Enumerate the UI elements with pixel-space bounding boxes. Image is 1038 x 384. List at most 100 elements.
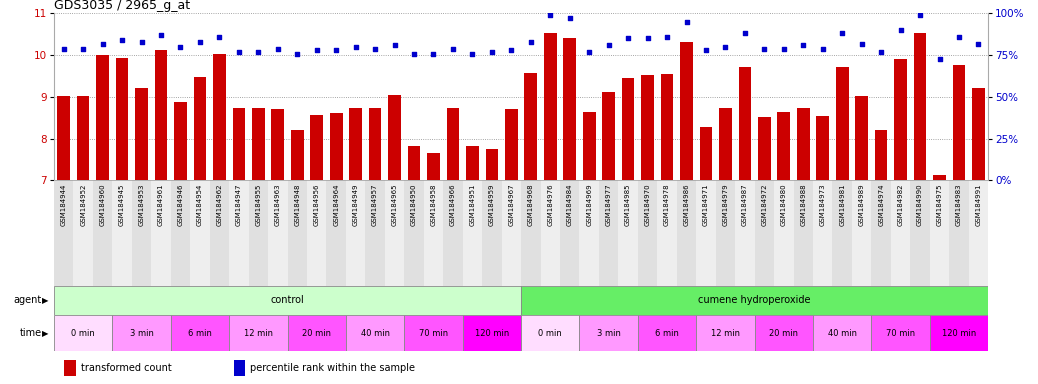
- Text: 12 min: 12 min: [244, 329, 273, 338]
- Bar: [506, 109, 518, 180]
- Point: [444, 45, 461, 51]
- Bar: [57, 96, 70, 180]
- Text: GSM184957: GSM184957: [372, 184, 378, 226]
- Text: GSM184963: GSM184963: [275, 184, 281, 226]
- Bar: [564, 38, 576, 180]
- Text: cumene hydroperoxide: cumene hydroperoxide: [699, 295, 811, 306]
- Bar: [602, 92, 614, 180]
- Point: [386, 42, 403, 48]
- Bar: [194, 77, 207, 180]
- Point: [581, 49, 598, 55]
- Bar: [74, 180, 93, 286]
- Bar: [910, 180, 930, 286]
- Bar: [272, 109, 284, 180]
- Bar: [524, 73, 537, 180]
- Point: [951, 34, 967, 40]
- Text: GSM184981: GSM184981: [839, 184, 845, 226]
- Bar: [446, 108, 459, 180]
- Point: [522, 39, 539, 45]
- Bar: [719, 108, 732, 180]
- Text: 3 min: 3 min: [130, 329, 154, 338]
- Bar: [794, 180, 813, 286]
- Point: [873, 49, 890, 55]
- Text: GSM184977: GSM184977: [605, 184, 611, 226]
- Bar: [112, 315, 170, 351]
- Point: [931, 55, 948, 61]
- Bar: [135, 88, 147, 180]
- Text: GSM184959: GSM184959: [489, 184, 495, 226]
- Text: GSM184947: GSM184947: [236, 184, 242, 226]
- Point: [406, 50, 422, 56]
- Text: GSM184952: GSM184952: [80, 184, 86, 226]
- Text: transformed count: transformed count: [81, 362, 171, 373]
- Bar: [330, 113, 343, 180]
- Bar: [365, 180, 385, 286]
- Point: [289, 50, 305, 56]
- Point: [133, 39, 149, 45]
- Text: GDS3035 / 2965_g_at: GDS3035 / 2965_g_at: [54, 0, 190, 12]
- Text: GSM184951: GSM184951: [469, 184, 475, 226]
- Bar: [229, 180, 248, 286]
- Point: [795, 42, 812, 48]
- Bar: [368, 108, 381, 180]
- Bar: [424, 180, 443, 286]
- Bar: [755, 315, 813, 351]
- Text: 70 min: 70 min: [419, 329, 448, 338]
- Bar: [716, 180, 735, 286]
- Text: 6 min: 6 min: [655, 329, 679, 338]
- Bar: [561, 180, 579, 286]
- Bar: [973, 88, 985, 180]
- Point: [153, 32, 169, 38]
- Text: GSM184946: GSM184946: [177, 184, 184, 226]
- Bar: [404, 180, 424, 286]
- Point: [717, 44, 734, 50]
- Text: GSM184978: GSM184978: [664, 184, 671, 226]
- Bar: [871, 180, 891, 286]
- Bar: [170, 180, 190, 286]
- Text: 120 min: 120 min: [941, 329, 976, 338]
- Bar: [93, 180, 112, 286]
- Point: [639, 35, 656, 41]
- Point: [893, 27, 909, 33]
- Text: GSM184974: GSM184974: [878, 184, 884, 226]
- Bar: [463, 315, 521, 351]
- Point: [308, 47, 325, 53]
- Point: [911, 12, 928, 18]
- Bar: [404, 315, 463, 351]
- Bar: [817, 116, 829, 180]
- Text: GSM184965: GSM184965: [391, 184, 398, 226]
- Text: GSM184964: GSM184964: [333, 184, 339, 226]
- Point: [172, 44, 189, 50]
- Bar: [895, 58, 907, 180]
- Bar: [661, 74, 674, 180]
- Text: GSM184973: GSM184973: [820, 184, 826, 226]
- Point: [756, 45, 772, 51]
- Bar: [346, 180, 365, 286]
- Bar: [953, 65, 965, 180]
- Bar: [832, 180, 852, 286]
- Text: GSM184944: GSM184944: [60, 184, 66, 226]
- Bar: [132, 180, 152, 286]
- Bar: [385, 180, 404, 286]
- Bar: [696, 180, 716, 286]
- Bar: [155, 50, 167, 180]
- Text: GSM184984: GSM184984: [567, 184, 573, 226]
- Bar: [579, 315, 637, 351]
- Bar: [307, 180, 326, 286]
- Point: [620, 35, 636, 41]
- Bar: [913, 33, 926, 180]
- Bar: [657, 180, 677, 286]
- Bar: [619, 180, 637, 286]
- Text: GSM184958: GSM184958: [431, 184, 437, 226]
- Bar: [54, 315, 112, 351]
- Text: GSM184945: GSM184945: [119, 184, 126, 226]
- Bar: [291, 129, 303, 180]
- Bar: [210, 180, 229, 286]
- Bar: [466, 146, 479, 180]
- Text: GSM184979: GSM184979: [722, 184, 729, 226]
- Text: 40 min: 40 min: [360, 329, 389, 338]
- Bar: [233, 108, 245, 180]
- Text: 70 min: 70 min: [886, 329, 916, 338]
- Bar: [755, 180, 774, 286]
- Bar: [234, 359, 245, 376]
